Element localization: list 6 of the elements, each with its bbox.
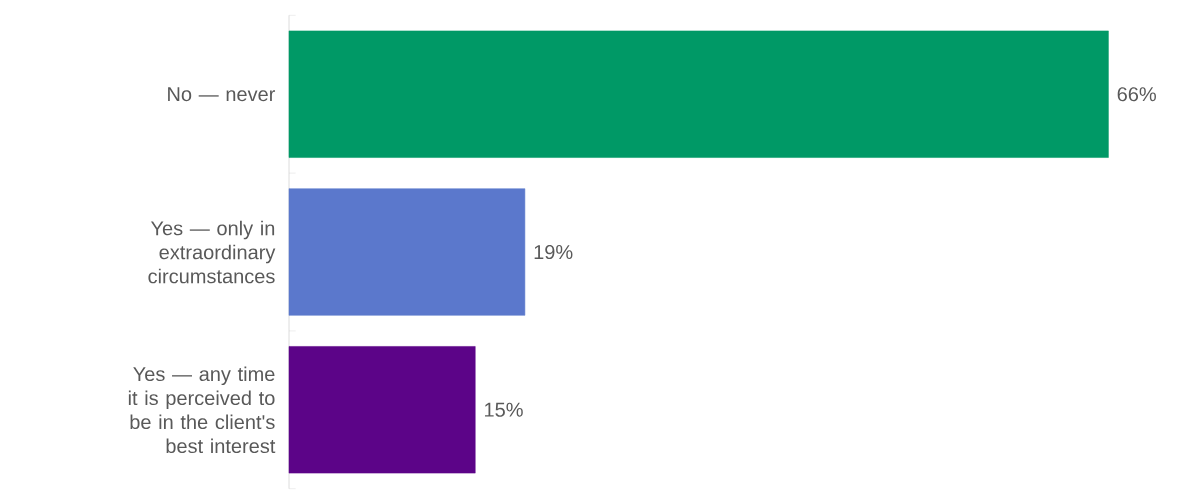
y-tick-label: Yes — only in extraordinary circumstances [148, 220, 276, 284]
y-tick-label: Yes — any time it is perceived to be in the client's best interest [128, 366, 276, 454]
y-tick-label: No — never [168, 87, 276, 102]
data-label: 15% [485, 402, 523, 417]
data-label: 19% [534, 244, 573, 260]
data-label: 66% [1117, 87, 1156, 102]
